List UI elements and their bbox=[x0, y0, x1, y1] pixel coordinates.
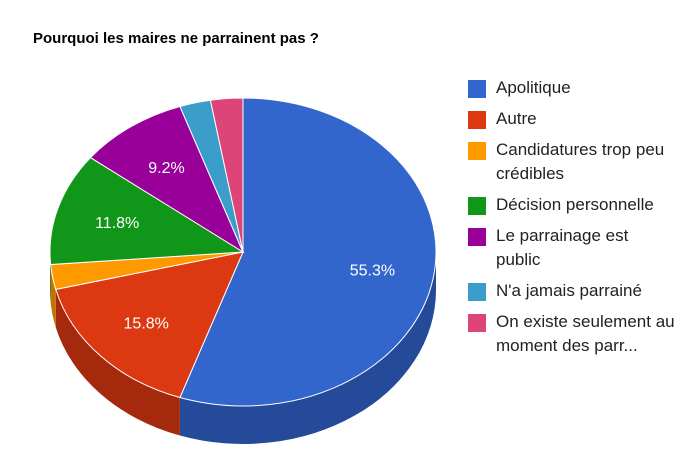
legend-swatch bbox=[468, 80, 486, 98]
chart-title: Pourquoi les maires ne parrainent pas ? bbox=[33, 30, 319, 47]
legend-label: On existe seulement au moment des parr..… bbox=[496, 312, 675, 355]
pie-side-2 bbox=[50, 264, 56, 328]
legend-swatch bbox=[468, 228, 486, 246]
legend-swatch bbox=[468, 142, 486, 160]
legend-label: Autre bbox=[496, 109, 537, 128]
pie-slice-1[interactable] bbox=[55, 251, 244, 399]
legend-item-2[interactable]: Candidatures trop peu crédibles bbox=[468, 138, 680, 186]
pie-slice-6[interactable] bbox=[209, 97, 244, 253]
legend-item-4[interactable]: Le parrainage est public bbox=[468, 224, 680, 272]
pie-labels-layer: 55.3% 15.8% 11.8% 9.2% bbox=[95, 160, 395, 333]
legend-item-3[interactable]: Décision personnelle bbox=[468, 193, 680, 217]
pie-slice-4[interactable] bbox=[89, 105, 245, 254]
legend-label: Candidatures trop peu crédibles bbox=[496, 140, 665, 183]
legend-item-0[interactable]: Apolitique bbox=[468, 76, 680, 100]
slice-label-4: 9.2% bbox=[148, 160, 184, 177]
slice-label-3: 11.8% bbox=[95, 215, 139, 232]
legend-swatch bbox=[468, 283, 486, 301]
pie-chart: 55.3% 15.8% 11.8% 9.2% bbox=[49, 97, 437, 445]
legend-item-1[interactable]: Autre bbox=[468, 107, 680, 131]
legend-label: N'a jamais parrainé bbox=[496, 281, 642, 300]
legend-swatch bbox=[468, 314, 486, 332]
legend-label: Le parrainage est public bbox=[496, 226, 629, 269]
pie-slice-3[interactable] bbox=[49, 156, 245, 266]
slice-label-0: 55.3% bbox=[350, 262, 395, 279]
pie-slices-layer bbox=[49, 97, 437, 407]
pie-side-1 bbox=[55, 289, 180, 436]
legend-label: Décision personnelle bbox=[496, 195, 654, 214]
legend-swatch bbox=[468, 197, 486, 215]
pie-side-0 bbox=[179, 252, 436, 445]
legend-item-6[interactable]: On existe seulement au moment des parr..… bbox=[468, 310, 680, 358]
legend-label: Apolitique bbox=[496, 78, 571, 97]
legend-item-5[interactable]: N'a jamais parrainé bbox=[468, 279, 680, 303]
legend: Apolitique Autre Candidatures trop peu cré… bbox=[468, 76, 680, 365]
slice-label-1: 15.8% bbox=[124, 316, 169, 333]
legend-swatch bbox=[468, 111, 486, 129]
pie-slice-0[interactable] bbox=[179, 97, 437, 407]
